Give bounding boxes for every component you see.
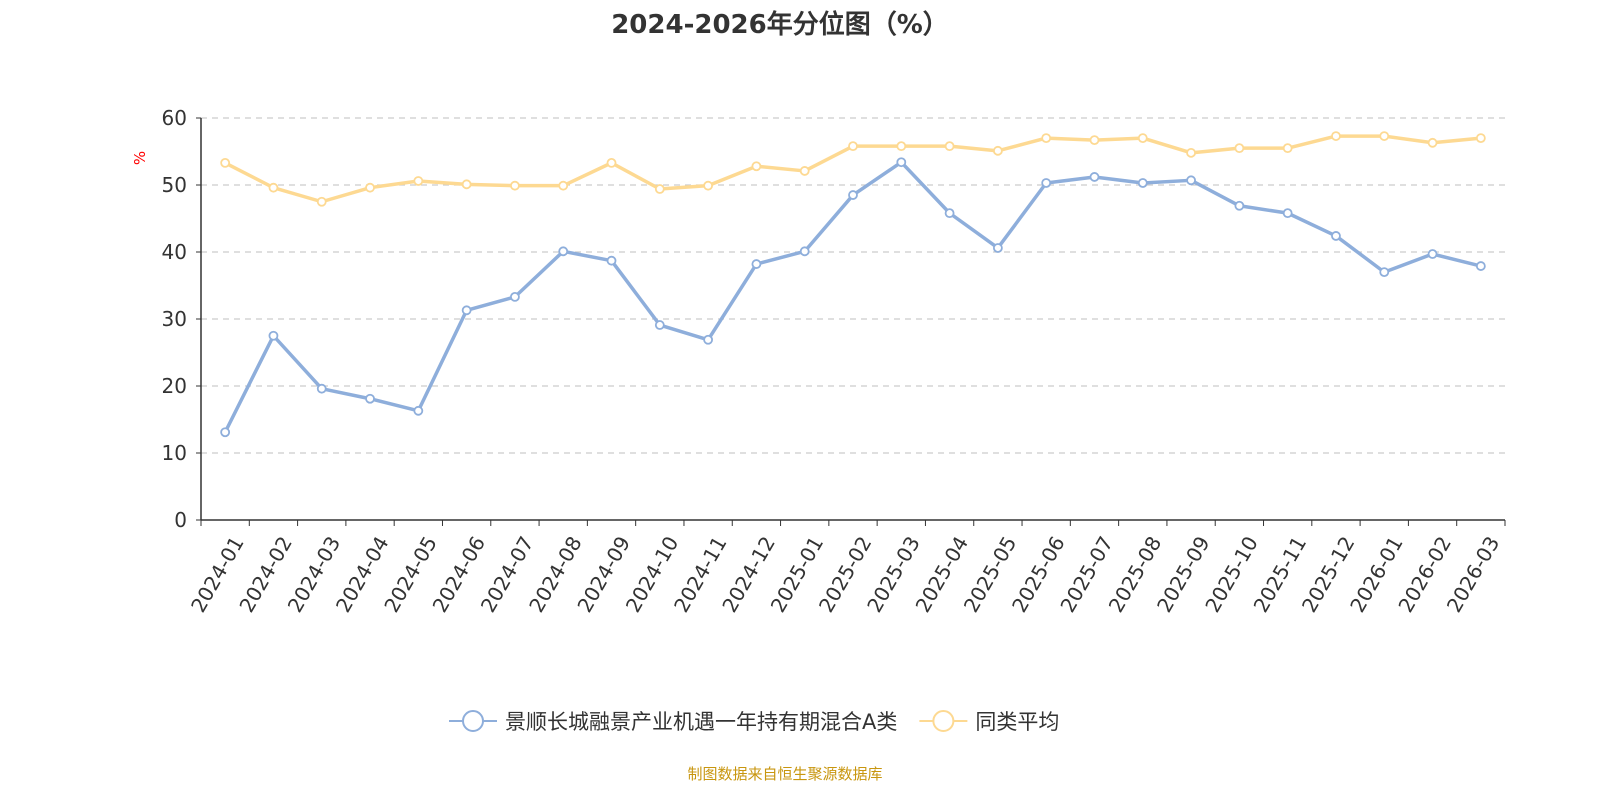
y-tick-label: 30 [162, 307, 187, 331]
data-point [510, 180, 520, 191]
data-point [510, 291, 520, 302]
data-point [1475, 261, 1486, 271]
data-point [1089, 135, 1100, 146]
data-point [703, 334, 714, 345]
data-point [992, 145, 1003, 156]
y-tick-label: 10 [162, 441, 187, 465]
data-point [606, 255, 617, 266]
data-point [896, 141, 907, 152]
data-point [1234, 200, 1245, 211]
series-line-0 [223, 160, 1482, 434]
legend-marker-0 [462, 710, 484, 732]
data-point [1041, 178, 1052, 188]
data-point [1186, 175, 1196, 186]
legend-label-0: 景顺长城融景产业机遇一年持有期混合A类 [505, 710, 897, 734]
data-point [1282, 143, 1293, 154]
y-tick-label: 0 [174, 508, 187, 532]
data-point [1475, 133, 1486, 144]
y-tick-label: 50 [162, 173, 187, 197]
data-point [461, 179, 472, 190]
data-point [316, 383, 327, 394]
data-point [1331, 131, 1341, 141]
data-point [413, 176, 424, 186]
data-point [1379, 131, 1390, 141]
data-point [365, 393, 375, 404]
data-point [1379, 267, 1390, 278]
data-point [1427, 137, 1438, 148]
data-point [751, 161, 762, 172]
data-point [1137, 178, 1148, 188]
data-point [1089, 172, 1100, 182]
data-point [558, 246, 569, 257]
data-point [703, 180, 714, 191]
data-point [1041, 133, 1052, 144]
data-point [1427, 249, 1438, 259]
data-point [461, 305, 472, 316]
data-point [944, 208, 955, 219]
data-source-note: 制图数据来自恒生聚源数据库 [687, 765, 883, 783]
legend-label-1: 同类平均 [975, 710, 1059, 734]
data-point [848, 141, 858, 152]
data-point [896, 157, 907, 168]
data-point [848, 190, 858, 200]
data-point [1331, 231, 1341, 241]
y-tick-label: 60 [162, 106, 187, 130]
data-point [558, 180, 569, 191]
data-point [220, 427, 231, 438]
data-point [944, 141, 955, 152]
data-point [799, 246, 810, 257]
y-tick-label: 20 [162, 374, 187, 398]
data-point [268, 330, 279, 341]
y-axis-label: % [131, 151, 149, 165]
data-point [799, 166, 810, 176]
data-point [1186, 147, 1196, 158]
data-point [365, 182, 375, 193]
data-point [316, 196, 327, 207]
y-tick-label: 40 [162, 240, 187, 264]
data-point [268, 182, 279, 193]
data-point [1282, 208, 1293, 219]
data-point [220, 157, 231, 168]
data-point [992, 243, 1003, 253]
data-point [1137, 133, 1148, 144]
data-point [606, 157, 617, 168]
data-point [751, 259, 762, 269]
data-point [413, 405, 424, 416]
data-point [1234, 143, 1245, 154]
chart-title: 2024-2026年分位图（%） [611, 10, 949, 40]
data-point [654, 184, 665, 194]
legend-marker-1 [932, 710, 955, 732]
data-point [654, 320, 665, 330]
